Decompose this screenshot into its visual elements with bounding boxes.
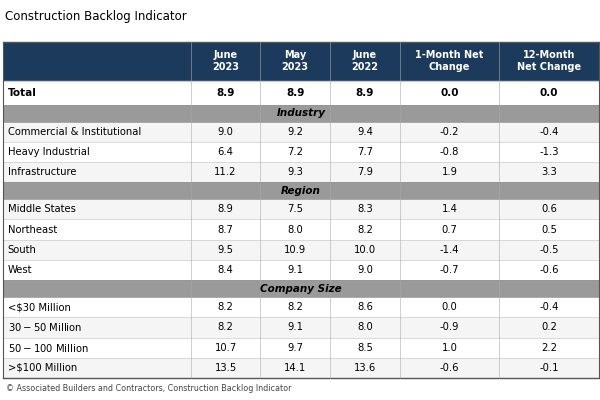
Bar	[3, 220, 599, 240]
Text: 9.2: 9.2	[287, 127, 303, 137]
Text: 8.3: 8.3	[357, 204, 373, 214]
Text: 9.1: 9.1	[287, 322, 303, 332]
Bar	[3, 358, 599, 378]
Text: -0.8: -0.8	[440, 147, 459, 157]
Text: © Associated Builders and Contractors, Construction Backlog Indicator: © Associated Builders and Contractors, C…	[6, 384, 292, 393]
Text: 0.0: 0.0	[440, 88, 459, 98]
Text: Total: Total	[8, 88, 37, 98]
Text: -0.6: -0.6	[539, 265, 559, 275]
Text: 9.1: 9.1	[287, 265, 303, 275]
Text: May
2023: May 2023	[282, 50, 309, 72]
Bar	[3, 297, 599, 317]
Text: Infrastructure: Infrastructure	[8, 167, 76, 177]
Bar	[3, 240, 599, 260]
Text: -0.9: -0.9	[440, 322, 460, 332]
Text: 9.0: 9.0	[357, 265, 373, 275]
Text: -1.4: -1.4	[440, 245, 460, 255]
Bar	[3, 162, 599, 182]
Bar	[3, 142, 599, 162]
Text: 9.3: 9.3	[287, 167, 303, 177]
Text: 9.4: 9.4	[357, 127, 373, 137]
Text: 1.9: 1.9	[442, 167, 458, 177]
Text: Company Size: Company Size	[260, 284, 342, 294]
Text: 13.6: 13.6	[354, 363, 376, 373]
Text: -0.5: -0.5	[539, 245, 559, 255]
Bar	[3, 80, 599, 105]
Text: 8.9: 8.9	[217, 88, 235, 98]
Text: West: West	[8, 265, 32, 275]
Text: 1.4: 1.4	[442, 204, 457, 214]
Text: 10.0: 10.0	[354, 245, 376, 255]
Text: 7.9: 7.9	[357, 167, 373, 177]
Text: 7.5: 7.5	[287, 204, 303, 214]
Text: 8.5: 8.5	[357, 343, 373, 353]
Text: June
2023: June 2023	[212, 50, 239, 72]
Text: 8.6: 8.6	[357, 302, 373, 312]
Bar	[3, 280, 599, 297]
Text: 8.2: 8.2	[357, 224, 373, 234]
Bar	[3, 42, 599, 80]
Bar	[3, 260, 599, 280]
Text: 0.5: 0.5	[541, 224, 557, 234]
Text: Northeast: Northeast	[8, 224, 57, 234]
Text: 9.5: 9.5	[218, 245, 233, 255]
Text: Construction Backlog Indicator: Construction Backlog Indicator	[5, 10, 187, 23]
Text: 10.9: 10.9	[284, 245, 307, 255]
Bar	[3, 317, 599, 338]
Text: South: South	[8, 245, 37, 255]
Text: 7.7: 7.7	[357, 147, 373, 157]
Text: 8.9: 8.9	[286, 88, 304, 98]
Text: 13.5: 13.5	[214, 363, 236, 373]
Text: 8.2: 8.2	[218, 302, 233, 312]
Text: -0.1: -0.1	[539, 363, 559, 373]
Text: 9.7: 9.7	[287, 343, 303, 353]
Text: 1-Month Net
Change: 1-Month Net Change	[415, 50, 484, 72]
Text: -0.6: -0.6	[440, 363, 460, 373]
Text: 0.2: 0.2	[541, 322, 557, 332]
Text: -0.7: -0.7	[440, 265, 460, 275]
Text: 2.2: 2.2	[541, 343, 557, 353]
Text: $50-$100 Million: $50-$100 Million	[8, 342, 88, 354]
Text: June
2022: June 2022	[352, 50, 379, 72]
Text: $30-$50 Million: $30-$50 Million	[8, 322, 82, 334]
Text: 3.3: 3.3	[541, 167, 557, 177]
Text: 0.7: 0.7	[442, 224, 457, 234]
Text: Region: Region	[281, 186, 321, 196]
Bar	[3, 182, 599, 199]
Bar	[3, 199, 599, 220]
Text: 8.4: 8.4	[218, 265, 233, 275]
Text: >$100 Million: >$100 Million	[8, 363, 77, 373]
Text: -0.4: -0.4	[539, 127, 559, 137]
Bar	[3, 105, 599, 122]
Bar	[3, 338, 599, 358]
Text: 6.4: 6.4	[218, 147, 233, 157]
Text: 8.2: 8.2	[218, 322, 233, 332]
Text: Heavy Industrial: Heavy Industrial	[8, 147, 89, 157]
Text: 12-Month
Net Change: 12-Month Net Change	[517, 50, 581, 72]
Text: 10.7: 10.7	[214, 343, 236, 353]
Text: 0.0: 0.0	[540, 88, 559, 98]
Text: 8.2: 8.2	[287, 302, 303, 312]
Text: 9.0: 9.0	[218, 127, 233, 137]
Text: Commercial & Institutional: Commercial & Institutional	[8, 127, 141, 137]
Text: 8.0: 8.0	[287, 224, 303, 234]
Text: 7.2: 7.2	[287, 147, 303, 157]
Text: 8.7: 8.7	[218, 224, 233, 234]
Text: 11.2: 11.2	[214, 167, 237, 177]
Text: -0.4: -0.4	[539, 302, 559, 312]
Text: 0.6: 0.6	[541, 204, 557, 214]
Text: Industry: Industry	[277, 108, 325, 118]
Text: 8.0: 8.0	[357, 322, 373, 332]
Text: 8.9: 8.9	[356, 88, 374, 98]
Text: <$30 Million: <$30 Million	[8, 302, 71, 312]
Text: 14.1: 14.1	[284, 363, 307, 373]
Text: 8.9: 8.9	[218, 204, 233, 214]
Bar	[3, 122, 599, 142]
Text: 0.0: 0.0	[442, 302, 457, 312]
Text: Middle States: Middle States	[8, 204, 76, 214]
Text: -0.2: -0.2	[440, 127, 460, 137]
Text: -1.3: -1.3	[539, 147, 559, 157]
Text: 1.0: 1.0	[442, 343, 457, 353]
